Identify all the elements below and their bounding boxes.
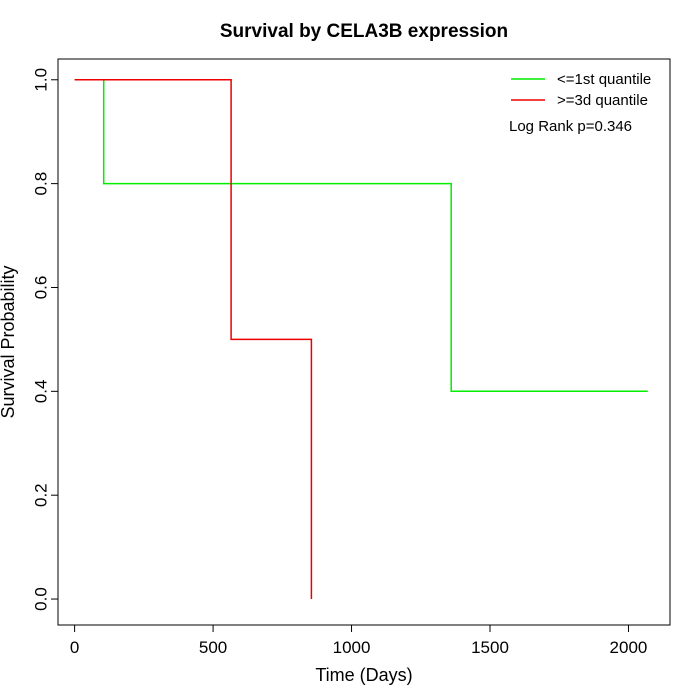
y-tick-label: 0.2 [31, 483, 50, 507]
y-axis-label: Survival Probability [0, 265, 18, 418]
series-lines [74, 79, 648, 599]
y-axis: 0.0 0.2 0.4 0.6 0.8 1.0 [31, 68, 59, 611]
log-rank-annotation: Log Rank p=0.346 [509, 118, 632, 135]
chart-title: Survival by CELA3B expression [220, 21, 508, 42]
y-tick-label: 0.6 [31, 276, 50, 300]
x-tick-label: 0 [70, 638, 79, 657]
x-axis-label: Time (Days) [315, 665, 412, 685]
x-tick-label: 1500 [471, 638, 509, 657]
plot-frame [57, 58, 671, 626]
x-tick-label: 2000 [610, 638, 648, 657]
legend: <=1st quantile >=3d quantile [511, 71, 651, 109]
x-axis: 0 500 1000 1500 2000 [70, 624, 648, 657]
y-tick-label: 0.0 [31, 587, 50, 611]
x-tick-label: 500 [199, 638, 227, 657]
series-line-high [74, 79, 313, 599]
y-tick-label: 0.4 [31, 380, 50, 404]
y-tick-label: 1.0 [31, 68, 50, 92]
x-tick-label: 1000 [333, 638, 371, 657]
y-tick-label: 0.8 [31, 172, 50, 196]
legend-label-low: <=1st quantile [557, 71, 651, 88]
legend-label-high: >=3d quantile [557, 92, 648, 109]
